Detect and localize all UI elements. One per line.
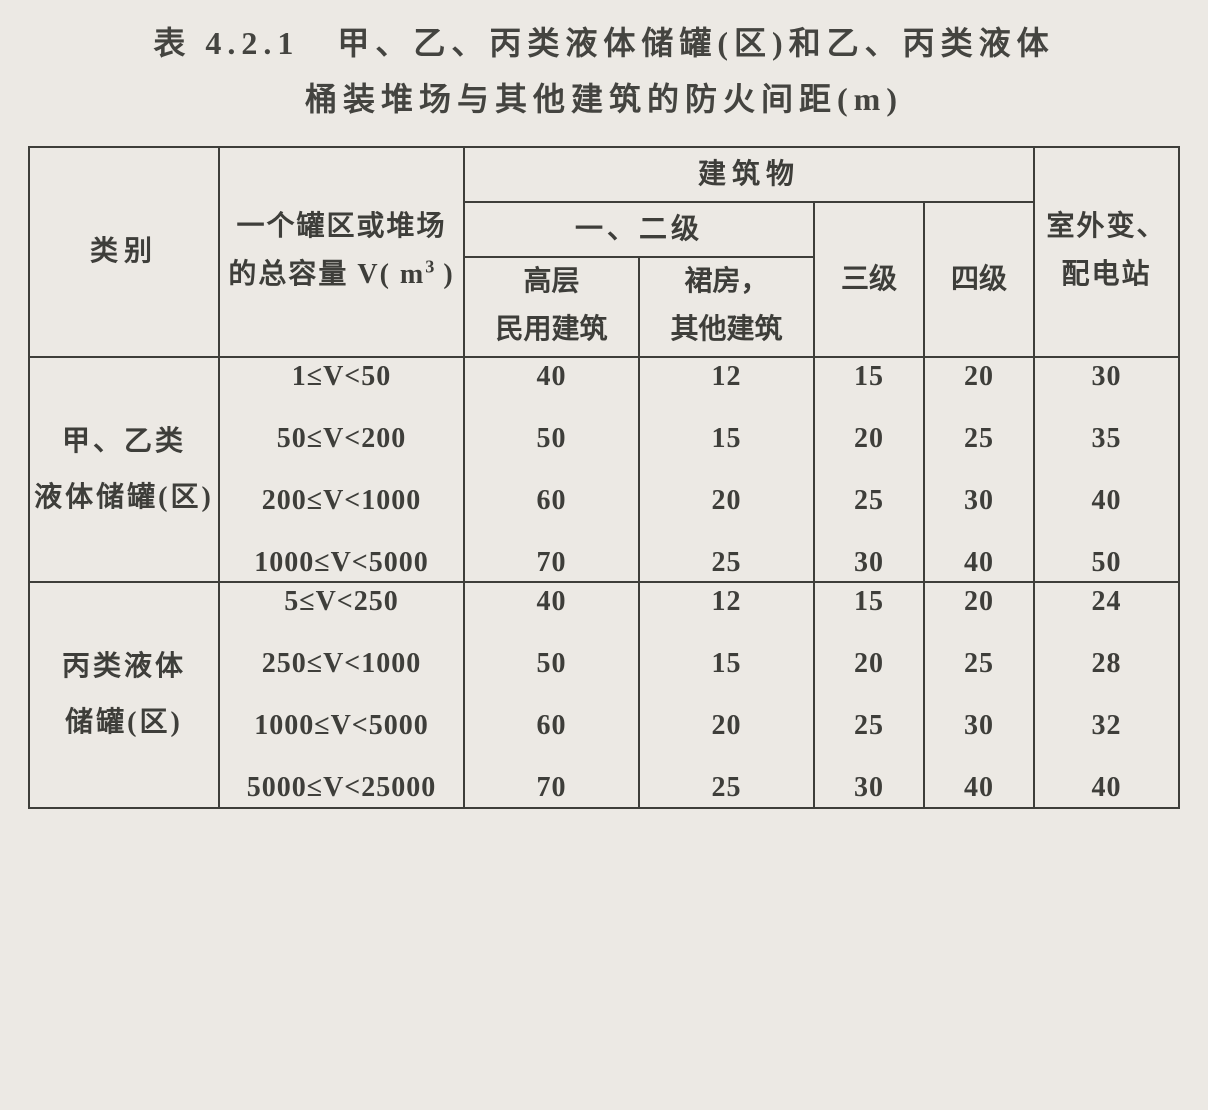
header-volume-line2: 的总容量 V( m3 ) bbox=[228, 259, 454, 290]
table-title-line2: 桶装堆场与其他建筑的防火间距(m) bbox=[28, 74, 1180, 120]
val-0-0-4: 30 bbox=[1092, 358, 1122, 396]
val-1-0-4: 24 bbox=[1092, 583, 1122, 621]
category-1-line1: 丙类液体 bbox=[62, 651, 186, 682]
val-1-0-2: 15 bbox=[854, 583, 884, 621]
header-volume-superscript: 3 bbox=[425, 256, 434, 276]
val-1-2-0: 60 bbox=[537, 707, 567, 745]
category-0-line1: 甲、乙类 bbox=[62, 426, 186, 457]
range-1-3: 5000≤V<25000 bbox=[247, 769, 437, 807]
range-0-2: 200≤V<1000 bbox=[262, 482, 422, 520]
category-0-line2: 液体储罐(区) bbox=[34, 482, 214, 513]
val-1-0-3: 20 bbox=[964, 583, 994, 621]
col-other-1: 12 15 20 25 bbox=[639, 582, 814, 807]
header-level12-text: 一、二级 bbox=[575, 214, 703, 245]
col-level3-0: 15 20 25 30 bbox=[814, 357, 924, 582]
header-volume-line2-prefix: 的总容量 V( m bbox=[228, 259, 425, 290]
val-1-3-3: 40 bbox=[964, 769, 994, 807]
col-level3-1: 15 20 25 30 bbox=[814, 582, 924, 807]
header-volume: 一个罐区或堆场 的总容量 V( m3 ) bbox=[219, 147, 464, 357]
header-other-line1: 裙房， bbox=[684, 266, 768, 297]
col-highrise-1: 40 50 60 70 bbox=[464, 582, 639, 807]
val-0-3-3: 40 bbox=[964, 544, 994, 582]
val-0-1-2: 20 bbox=[854, 420, 884, 458]
col-other-0: 12 15 20 25 bbox=[639, 357, 814, 582]
header-category-text: 类别 bbox=[90, 236, 158, 267]
val-1-3-1: 25 bbox=[712, 769, 742, 807]
header-level3: 三级 bbox=[814, 202, 924, 357]
val-1-3-2: 30 bbox=[854, 769, 884, 807]
header-category: 类别 bbox=[29, 147, 219, 357]
val-0-0-2: 15 bbox=[854, 358, 884, 396]
val-1-1-3: 25 bbox=[964, 645, 994, 683]
val-0-2-0: 60 bbox=[537, 482, 567, 520]
val-0-3-1: 25 bbox=[712, 544, 742, 582]
range-1-2: 1000≤V<5000 bbox=[254, 707, 429, 745]
val-1-1-4: 28 bbox=[1092, 645, 1122, 683]
val-0-0-3: 20 bbox=[964, 358, 994, 396]
val-0-2-2: 25 bbox=[854, 482, 884, 520]
fire-distance-table: 类别 一个罐区或堆场 的总容量 V( m3 ) 建筑物 室外变、 配电站 bbox=[28, 146, 1180, 809]
col-station-1: 24 28 32 40 bbox=[1034, 582, 1179, 807]
val-1-1-2: 20 bbox=[854, 645, 884, 683]
header-highrise-line1: 高层 bbox=[523, 266, 579, 297]
val-1-2-1: 20 bbox=[712, 707, 742, 745]
val-1-2-2: 25 bbox=[854, 707, 884, 745]
val-1-0-0: 40 bbox=[537, 583, 567, 621]
val-1-0-1: 12 bbox=[712, 583, 742, 621]
val-1-2-3: 30 bbox=[964, 707, 994, 745]
val-0-2-3: 30 bbox=[964, 482, 994, 520]
header-building: 建筑物 bbox=[464, 147, 1034, 202]
col-highrise-0: 40 50 60 70 bbox=[464, 357, 639, 582]
header-building-text: 建筑物 bbox=[698, 159, 800, 190]
header-station-line1: 室外变、 bbox=[1047, 211, 1167, 242]
range-0-0: 1≤V<50 bbox=[292, 358, 392, 396]
header-level12: 一、二级 bbox=[464, 202, 814, 257]
val-0-3-0: 70 bbox=[537, 544, 567, 582]
range-1-0: 5≤V<250 bbox=[284, 583, 399, 621]
header-level4-text: 四级 bbox=[951, 264, 1007, 295]
category-1-line2: 储罐(区) bbox=[65, 707, 183, 738]
header-level3-text: 三级 bbox=[841, 264, 897, 295]
val-0-1-1: 15 bbox=[712, 420, 742, 458]
val-0-1-4: 35 bbox=[1092, 420, 1122, 458]
header-volume-line1: 一个罐区或堆场 bbox=[236, 211, 446, 242]
col-station-0: 30 35 40 50 bbox=[1034, 357, 1179, 582]
category-cell-0: 甲、乙类 液体储罐(区) bbox=[29, 357, 219, 582]
val-1-3-0: 70 bbox=[537, 769, 567, 807]
header-highrise-line2: 民用建筑 bbox=[495, 314, 607, 345]
page: 表 4.2.1 甲、乙、丙类液体储罐(区)和乙、丙类液体 桶装堆场与其他建筑的防… bbox=[0, 0, 1208, 1110]
header-volume-line2-suffix: ) bbox=[434, 259, 454, 290]
val-1-2-4: 32 bbox=[1092, 707, 1122, 745]
val-0-0-0: 40 bbox=[537, 358, 567, 396]
val-0-2-1: 20 bbox=[712, 482, 742, 520]
header-other-line2: 其他建筑 bbox=[670, 314, 782, 345]
range-0-3: 1000≤V<5000 bbox=[254, 544, 429, 582]
volume-cell-1: 5≤V<250 250≤V<1000 1000≤V<5000 5000≤V<25… bbox=[219, 582, 464, 807]
header-other: 裙房， 其他建筑 bbox=[639, 257, 814, 357]
val-1-1-1: 15 bbox=[712, 645, 742, 683]
val-1-1-0: 50 bbox=[537, 645, 567, 683]
val-0-1-3: 25 bbox=[964, 420, 994, 458]
col-level4-1: 20 25 30 40 bbox=[924, 582, 1034, 807]
volume-cell-0: 1≤V<50 50≤V<200 200≤V<1000 1000≤V<5000 bbox=[219, 357, 464, 582]
val-0-1-0: 50 bbox=[537, 420, 567, 458]
val-1-3-4: 40 bbox=[1092, 769, 1122, 807]
val-0-0-1: 12 bbox=[712, 358, 742, 396]
val-0-3-2: 30 bbox=[854, 544, 884, 582]
header-level4: 四级 bbox=[924, 202, 1034, 357]
col-level4-0: 20 25 30 40 bbox=[924, 357, 1034, 582]
header-station-line2: 配电站 bbox=[1062, 259, 1152, 290]
range-1-1: 250≤V<1000 bbox=[262, 645, 422, 683]
val-0-2-4: 40 bbox=[1092, 482, 1122, 520]
category-cell-1: 丙类液体 储罐(区) bbox=[29, 582, 219, 807]
val-0-3-4: 50 bbox=[1092, 544, 1122, 582]
range-0-1: 50≤V<200 bbox=[277, 420, 407, 458]
header-station: 室外变、 配电站 bbox=[1034, 147, 1179, 357]
header-highrise: 高层 民用建筑 bbox=[464, 257, 639, 357]
table-title-line1: 表 4.2.1 甲、乙、丙类液体储罐(区)和乙、丙类液体 bbox=[28, 18, 1180, 64]
